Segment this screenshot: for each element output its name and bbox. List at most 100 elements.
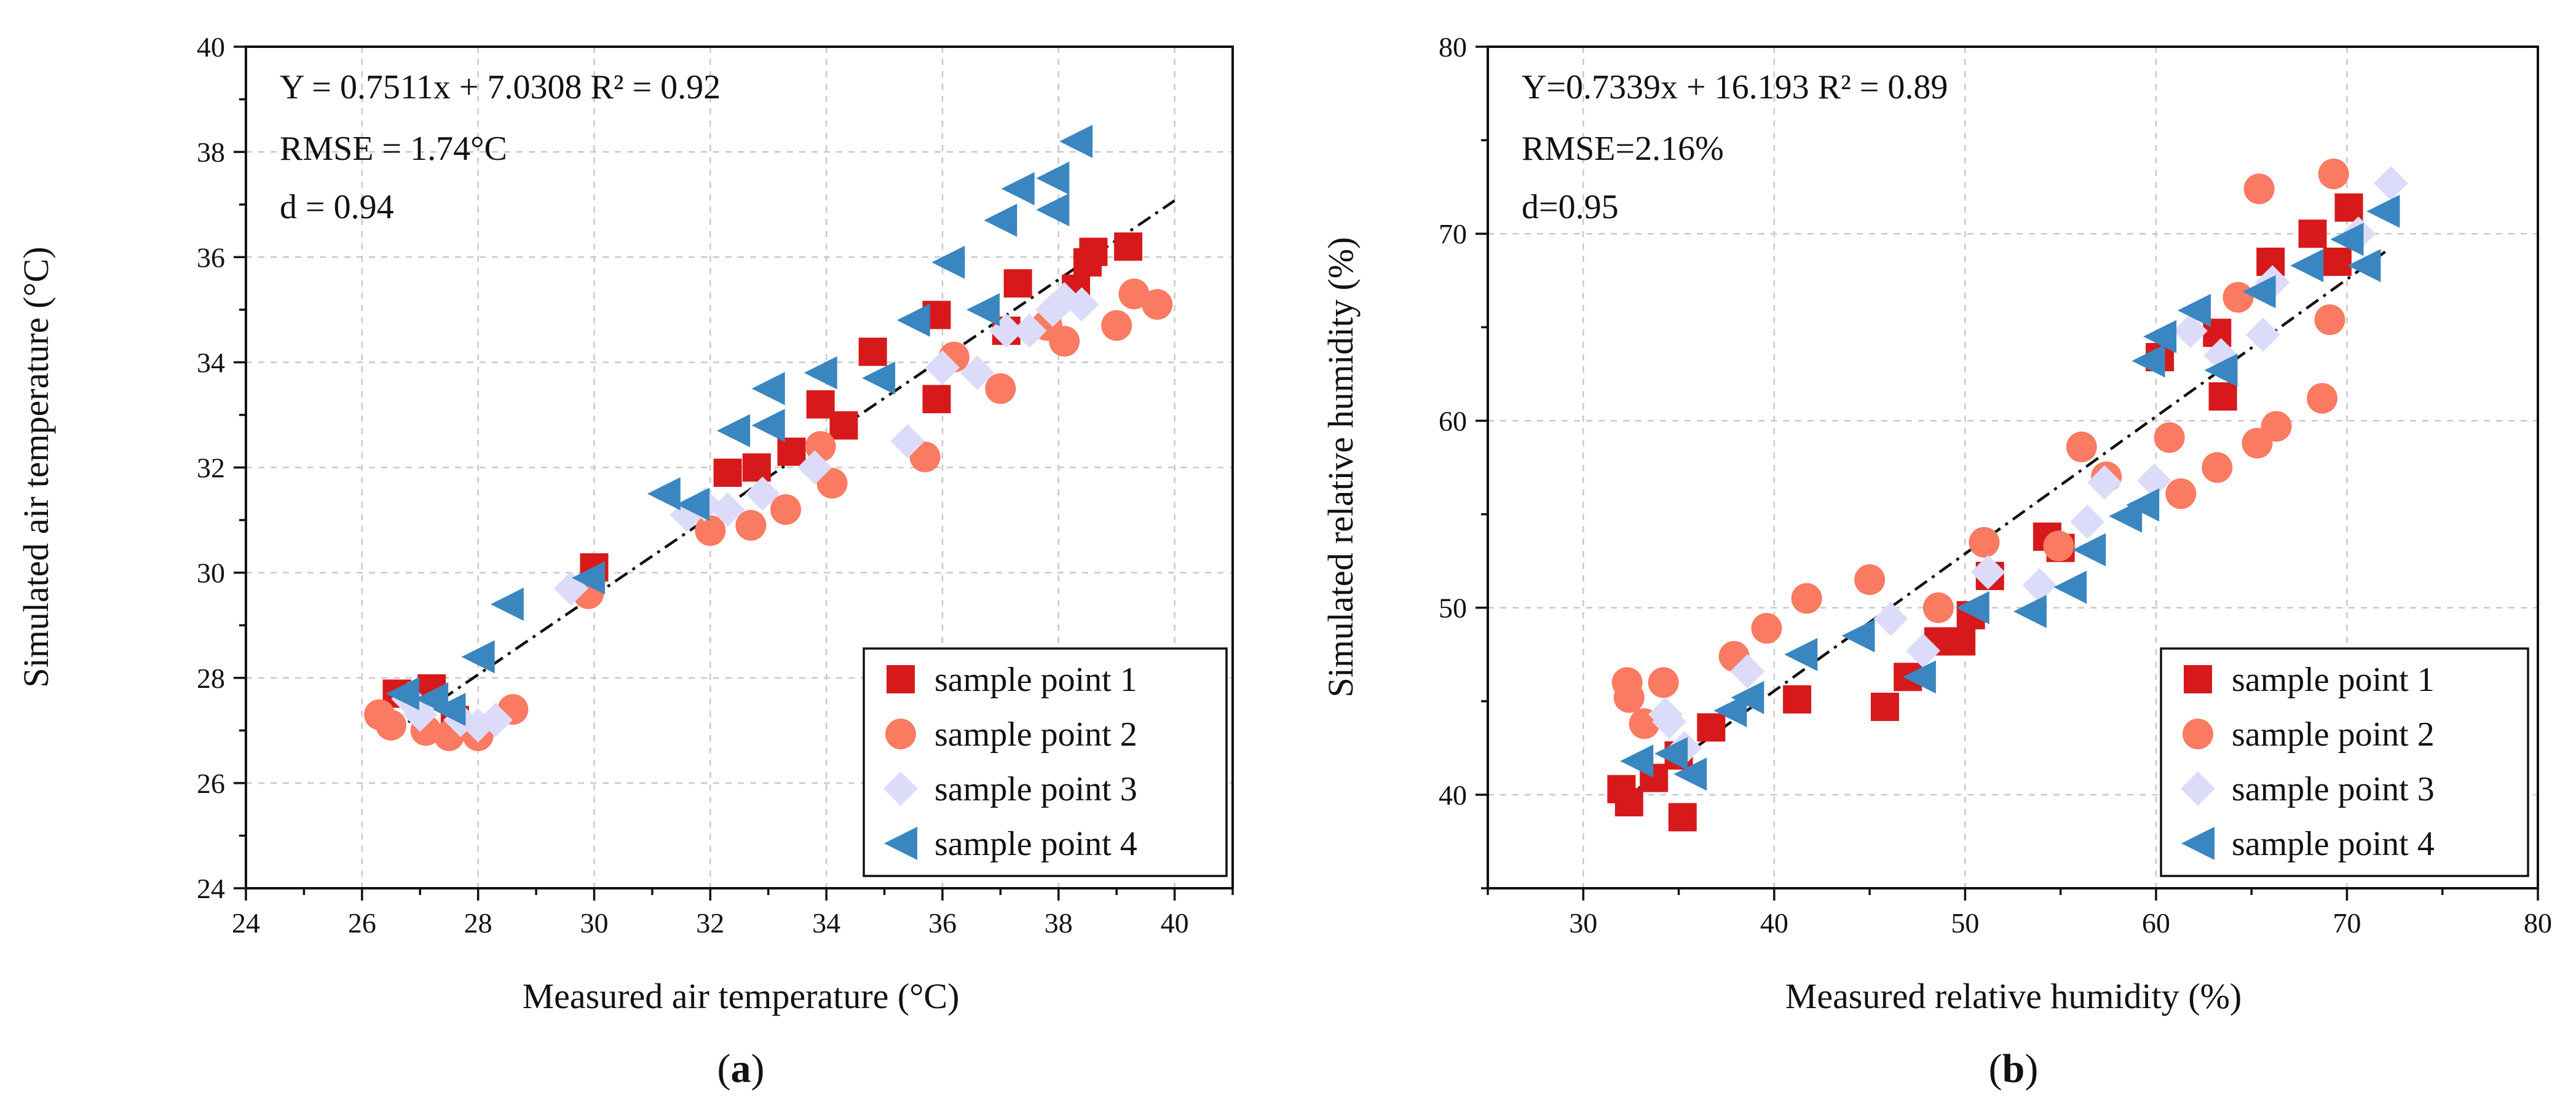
series-sample-point-4 <box>1620 194 2400 791</box>
caption-close: ) <box>2025 1046 2038 1091</box>
data-point <box>751 409 785 443</box>
data-point <box>1079 237 1108 266</box>
data-point <box>1620 744 1654 778</box>
data-point <box>1668 803 1697 832</box>
data-point <box>1142 289 1173 320</box>
data-point <box>490 587 524 621</box>
data-point <box>1036 161 1070 195</box>
data-point <box>2208 382 2237 411</box>
stats-annotation: d=0.95 <box>1522 188 1619 226</box>
data-point <box>461 640 495 674</box>
x-tick-label: 38 <box>1045 907 1073 939</box>
data-point <box>2204 353 2238 387</box>
data-point <box>2366 194 2400 228</box>
stats-annotation: Y=0.7339x + 16.193 R² = 0.89 <box>1522 68 1948 106</box>
legend-marker <box>887 665 915 693</box>
data-point <box>1036 193 1070 227</box>
legend-label: sample point 2 <box>2232 716 2435 754</box>
caption-open: ( <box>1989 1046 2002 1091</box>
series-sample-point-4 <box>385 125 1093 727</box>
data-point <box>2165 478 2197 510</box>
chart-panel-b: 30 40 50 60 70 80 40 50 60 70 80 Y=0.7339x + 16.193… <box>1321 31 2552 1091</box>
data-point <box>717 414 751 448</box>
data-point <box>1001 172 1035 206</box>
data-point <box>1784 637 1818 671</box>
data-point <box>1751 613 1782 644</box>
legend-label: sample point 4 <box>934 825 1137 863</box>
data-point <box>1114 232 1143 261</box>
stats-annotation: RMSE = 1.74°C <box>280 130 507 168</box>
data-point <box>2072 533 2106 567</box>
legend-marker <box>2181 827 2214 860</box>
x-tick-label: 24 <box>232 907 260 939</box>
chart-panel-a: 24 26 28 30 32 34 36 38 40 24 26 28 30 32 34 36 38 40 Y = … <box>16 31 1234 1091</box>
y-axis-title: Simulated relative humidity (%) <box>1321 237 1361 698</box>
data-point <box>816 468 848 499</box>
legend-label: sample point 4 <box>2232 825 2435 863</box>
data-point <box>1652 704 1687 739</box>
data-point <box>1854 564 1886 596</box>
data-point <box>2087 465 2122 500</box>
data-point <box>2290 248 2324 282</box>
stats-annotation: Y = 0.7511x + 7.0308 R² = 0.92 <box>280 68 721 106</box>
data-point <box>1697 713 1726 742</box>
legend-box <box>863 647 1228 877</box>
stats-annotation: d = 0.94 <box>280 188 394 226</box>
data-point <box>909 441 941 473</box>
data-point <box>2314 304 2345 336</box>
data-point <box>376 709 407 741</box>
data-point <box>647 477 681 511</box>
data-point <box>1906 633 1941 668</box>
data-point <box>1947 627 1976 656</box>
data-point <box>922 385 951 414</box>
data-point <box>2222 282 2254 313</box>
legend-label: sample point 1 <box>934 661 1137 699</box>
legend-marker <box>2181 771 2215 806</box>
data-point <box>2136 463 2171 498</box>
legend-marker <box>884 827 917 860</box>
plot-frame <box>1487 45 2539 889</box>
data-point <box>804 356 837 390</box>
legend: sample point 1 sample point 2 sample point… <box>863 647 1228 877</box>
y-tick-label: 60 <box>1439 405 1467 436</box>
data-point <box>966 293 1000 326</box>
data-point <box>1654 736 1688 770</box>
data-point <box>751 372 785 406</box>
legend-marker <box>883 771 918 806</box>
y-tick-label: 24 <box>197 873 225 904</box>
data-point <box>2202 452 2233 483</box>
data-point <box>572 561 606 595</box>
y-tick-label: 38 <box>197 136 225 168</box>
data-point <box>2243 173 2275 205</box>
x-tick-label: 30 <box>1569 907 1597 939</box>
legend-box <box>2160 647 2529 877</box>
data-point <box>2245 317 2280 352</box>
data-point <box>1783 685 1812 714</box>
data-point <box>1049 326 1080 357</box>
legend-marker <box>885 719 916 749</box>
data-point <box>2242 275 2276 309</box>
data-point <box>896 303 930 337</box>
x-tick-label: 30 <box>580 907 608 939</box>
data-point <box>1101 310 1132 341</box>
series-sample-point-2 <box>364 278 1173 751</box>
data-point <box>1902 660 1936 694</box>
data-point <box>2132 344 2165 378</box>
data-point <box>985 373 1016 404</box>
caption-letter: b <box>2002 1046 2025 1091</box>
data-point <box>2261 411 2292 442</box>
data-point <box>2318 158 2349 189</box>
data-point <box>2173 314 2208 349</box>
data-point <box>797 450 832 485</box>
stats-annotation: RMSE=2.16% <box>1522 130 1724 168</box>
data-point <box>829 411 858 440</box>
data-point <box>745 476 780 511</box>
y-tick-label: 50 <box>1439 593 1467 624</box>
data-point <box>1614 788 1643 817</box>
data-point <box>2022 568 2057 603</box>
data-point <box>960 355 995 390</box>
data-point <box>858 337 887 366</box>
x-tick-label: 40 <box>1161 907 1189 939</box>
y-tick-label: 80 <box>1439 31 1467 63</box>
